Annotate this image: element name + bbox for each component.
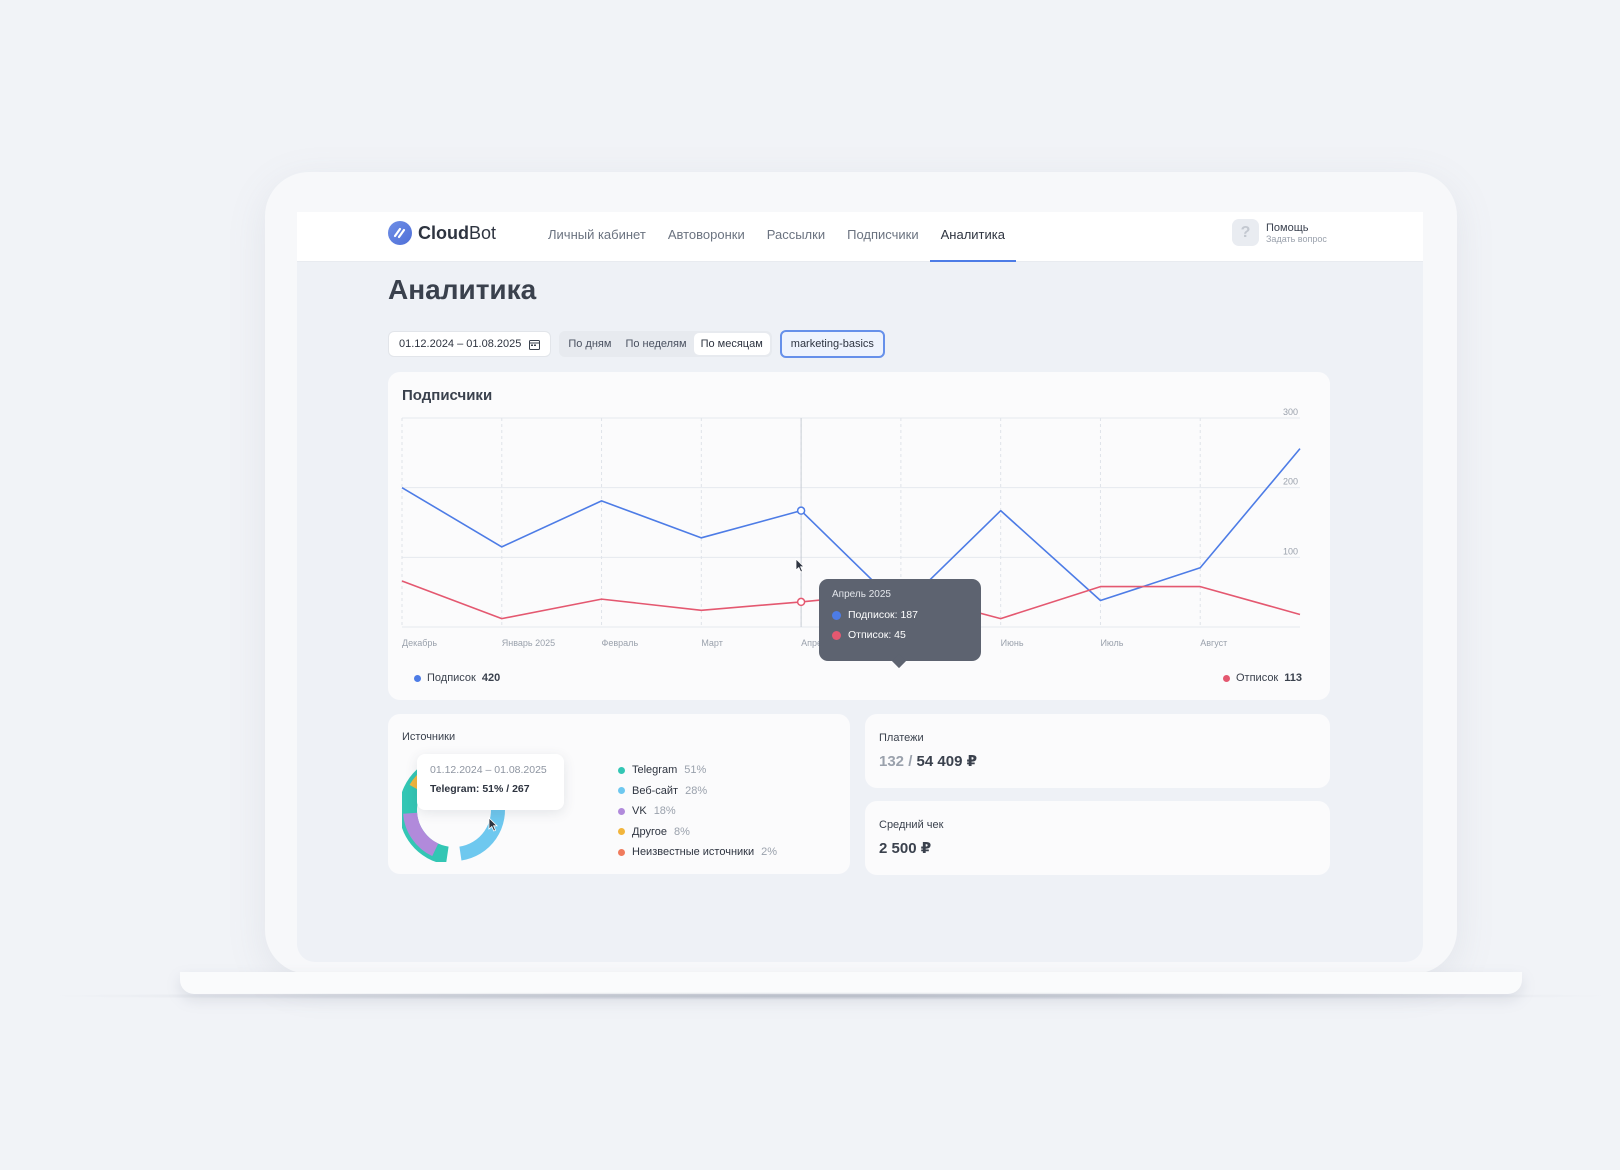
source-item-unknown[interactable]: Неизвестные источники 2% [618,842,777,863]
legend-subs-label: Подписок [427,672,476,684]
donut-tooltip-range: 01.12.2024 – 01.08.2025 [430,764,547,776]
donut-tooltip-value: Telegram: 51% / 267 [430,783,530,795]
x-tick-label: Июль [1100,638,1123,648]
y-tick-label: 300 [1283,407,1298,417]
donut-tooltip: 01.12.2024 – 01.08.2025 Telegram: 51% / … [417,754,564,810]
source-pct: 51% [684,764,707,777]
period-by-weeks[interactable]: По неделям [625,338,687,350]
period-switch: По дням По неделям По месяцам [559,331,772,357]
nav-item-account[interactable]: Личный кабинет [548,227,646,242]
x-tick-label: Июнь [1001,638,1024,648]
payments-card: Платежи 132 / 54 409 ₽ [865,714,1330,788]
help-subtitle: Задать вопрос [1266,233,1327,244]
x-tick-label: Август [1200,638,1227,648]
cloudbot-logo-icon [388,221,412,245]
other-dot [618,828,625,836]
nav-item-mailings[interactable]: Рассылки [766,227,826,242]
subscribers-card-title: Подписчики [402,387,493,404]
mouse-cursor-icon [795,558,805,573]
page-title: Аналитика [388,274,537,305]
source-name: Неизвестные источники [632,846,755,859]
main-nav: Личный кабинет Автоворонки Рассылки Подп… [537,212,1016,262]
top-navigation-bar: CloudBot Личный кабинет Автоворонки Расс… [297,212,1423,262]
tooltip-unsubs-text: Отписок: 45 [848,629,906,641]
subscribers-chart-card: Подписчики 100 200 300 Декабрь Январь 2025 Фе… [388,372,1330,700]
tooltip-subs-row: Подписок: 187 [832,609,968,621]
series-line-subscriptions [401,448,1301,609]
period-by-days[interactable]: По дням [568,338,612,350]
payments-separator: / [904,753,917,770]
payments-amount: 54 409 ₽ [916,753,978,770]
source-item-other[interactable]: Другое 8% [618,822,777,843]
bot-filter-tag[interactable]: marketing-basics [779,330,885,358]
legend-unsubs-label: Отписок [1236,672,1279,684]
sources-card: Источники 01.12.2024 – 01.08.2025 Telegr… [388,714,850,874]
source-pct: 2% [761,846,778,859]
tooltip-subs-dot [832,610,841,620]
vk-dot [618,807,625,815]
source-item-telegram[interactable]: Telegram 51% [618,760,777,781]
laptop-shadow [40,992,1620,1000]
website-dot [618,787,625,795]
average-check-label: Средний чек [879,819,944,831]
nav-item-autofunnels[interactable]: Автоворонки [667,227,745,242]
sources-title: Источники [402,731,456,743]
chart-tooltip: Апрель 2025 Подписок: 187 Отписок: 45 [819,579,981,661]
payments-value: 132 / 54 409 ₽ [879,752,977,770]
app-screen: CloudBot Личный кабинет Автоворонки Расс… [297,212,1423,962]
legend-unsubs-dot [1223,674,1230,682]
y-tick-label: 200 [1283,477,1298,487]
date-range-picker[interactable]: 01.12.2024 – 01.08.2025 [388,331,552,357]
nav-item-subscribers[interactable]: Подписчики [847,227,919,242]
y-tick-label: 100 [1283,546,1298,556]
legend-subs-total: 420 [481,672,501,684]
filters-bar: 01.12.2024 – 01.08.2025 По дням По недел… [388,330,885,358]
donut-slice[interactable] [403,812,439,857]
source-pct: 8% [673,825,690,838]
mouse-cursor-icon [488,817,498,832]
help-button[interactable]: ? Помощь Задать вопрос [1232,219,1327,246]
tooltip-unsubs-dot [832,630,841,640]
x-tick-label: Февраль [602,638,639,648]
legend-subs-dot [414,674,421,682]
tooltip-subs-text: Подписок: 187 [848,609,918,621]
source-pct: 28% [685,784,708,797]
help-title: Помощь [1266,221,1309,234]
laptop-base [180,972,1522,994]
period-by-months[interactable]: По месяцам [693,333,770,355]
data-point-highlight [796,506,806,515]
logo-text: CloudBot [418,222,497,243]
legend-subscriptions[interactable]: Подписок 420 [414,672,500,684]
source-name: Другое [632,825,667,838]
cloudbot-logo[interactable]: CloudBot [388,221,496,245]
nav-item-analytics[interactable]: Аналитика [929,212,1016,262]
x-tick-label: Январь 2025 [502,638,555,648]
legend-unsubscriptions[interactable]: Отписок 113 [1223,672,1302,684]
source-name: VK [632,805,647,818]
tooltip-month: Апрель 2025 [832,589,891,600]
payments-count: 132 [879,753,905,770]
legend-unsubs-total: 113 [1284,672,1302,684]
help-question-icon: ? [1232,219,1259,246]
x-tick-label: Апрель [801,638,832,648]
source-name: Telegram [632,764,678,777]
data-point-highlight [796,597,806,607]
unknown-dot [618,848,625,856]
source-name: Веб-сайт [632,784,679,797]
average-check-card: Средний чек 2 500 ₽ [865,801,1330,875]
average-check-value: 2 500 ₽ [879,840,932,857]
x-tick-label: Март [701,638,723,648]
date-range-value: 01.12.2024 – 01.08.2025 [399,338,522,350]
tooltip-unsubs-row: Отписок: 45 [832,629,968,641]
payments-label: Платежи [879,732,924,744]
telegram-dot [618,766,625,774]
sources-legend: Telegram 51% Веб-сайт 28% VK 18% Другое 8% Н… [618,760,777,863]
source-item-website[interactable]: Веб-сайт 28% [618,781,777,802]
source-pct: 18% [653,805,676,818]
x-tick-label: Декабрь [402,638,437,648]
source-item-vk[interactable]: VK 18% [618,801,777,822]
calendar-icon [529,339,541,350]
